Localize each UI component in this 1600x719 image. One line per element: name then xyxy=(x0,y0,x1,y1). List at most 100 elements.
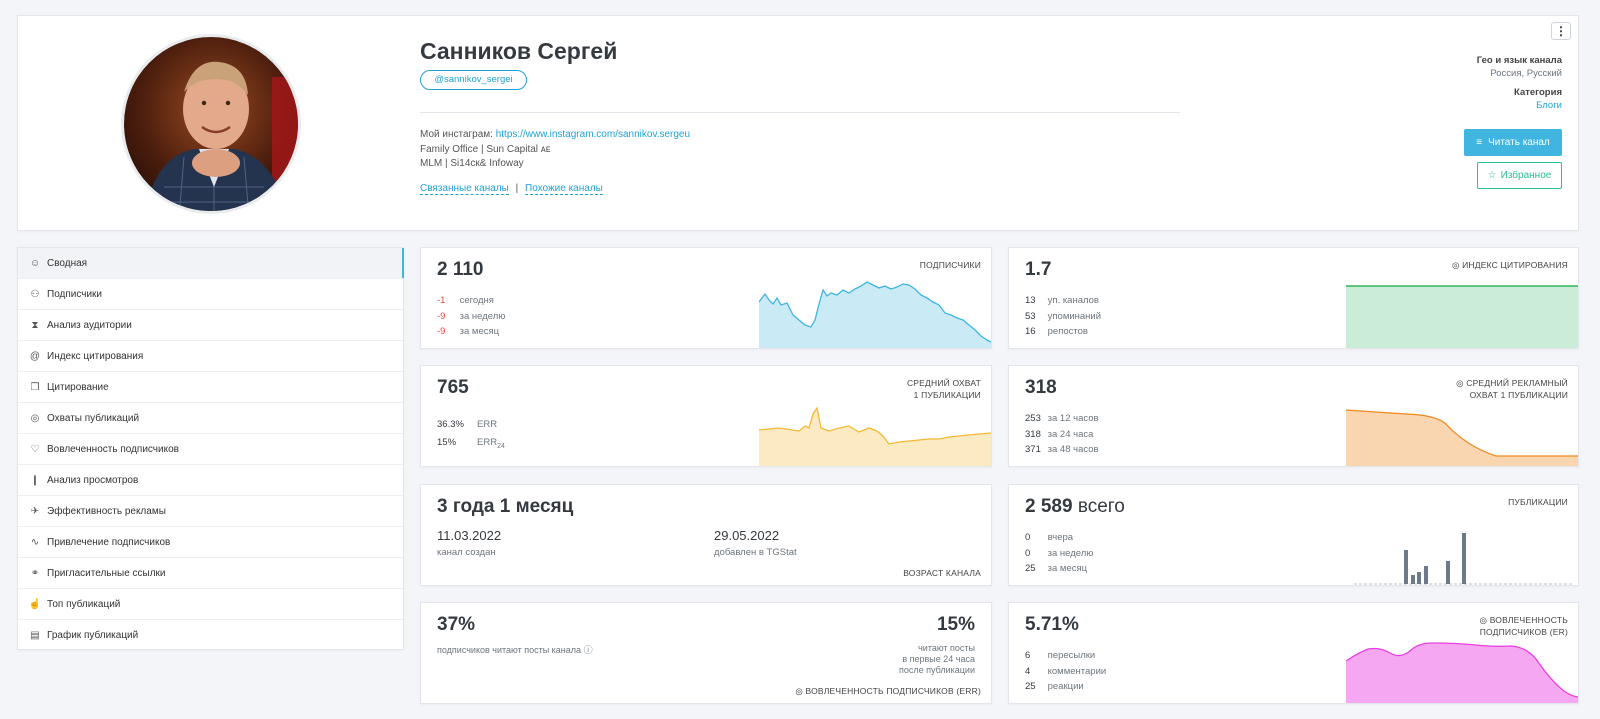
channel-age-card: 3 года 1 месяц 11.03.2022 канал создан 2… xyxy=(420,484,992,586)
sidebar-item-label: Привлечение подписчиков xyxy=(47,536,171,548)
description-line: Мой инстаграм: https://www.instagram.com… xyxy=(420,128,690,143)
er-row: 6 пересылки xyxy=(1025,650,1096,661)
sidebar-item-schedule[interactable]: ▤ График публикаций xyxy=(18,620,403,651)
citation-row: 53 упоминаний xyxy=(1025,310,1102,322)
subscribers-card[interactable]: 2 110 ПОДПИСЧИКИ -1 сегодня -9 за неделю… xyxy=(420,247,992,349)
avg-reach-label: СРЕДНИЙ ОХВАТ 1 ПУБЛИКАЦИИ xyxy=(906,378,981,400)
sidebar-item-label: График публикаций xyxy=(47,630,139,641)
err24-row: 15% ERR24 xyxy=(437,437,505,450)
publications-label: ПУБЛИКАЦИИ xyxy=(1508,497,1568,507)
err-stats: 36.3% ERR 15% ERR24 xyxy=(437,416,505,456)
info-icon: ⓘ xyxy=(583,645,593,655)
eye-icon: ◎ xyxy=(30,412,40,424)
citation-row: 16 репостов xyxy=(1025,326,1088,337)
header-divider xyxy=(420,112,1180,113)
geo-block: Гео и язык канала Россия, Русский xyxy=(1477,54,1562,80)
citation-index-value: 1.7 xyxy=(1025,259,1052,280)
created-date: 11.03.2022 xyxy=(437,528,502,543)
quote-icon: ❒ xyxy=(30,381,40,393)
citation-stats: 13 уп. каналов 53 упоминаний 16 репостов xyxy=(1025,293,1101,340)
channel-age-label: ВОЗРАСТ КАНАЛА xyxy=(903,568,981,578)
sidebar-item-acquisition[interactable]: ∿ Привлечение подписчиков xyxy=(18,527,403,558)
er-stats: 6 пересылки 4 комментарии 25 реакции xyxy=(1025,648,1106,695)
created-label: канал создан xyxy=(437,547,496,558)
ad-reach-label: ◎ СРЕДНИЙ РЕКЛАМНЫЙ ОХВАТ 1 ПУБЛИКАЦИИ xyxy=(1456,378,1568,400)
citation-index-card[interactable]: 1.7 ◎ ИНДЕКС ЦИТИРОВАНИЯ 13 уп. каналов … xyxy=(1008,247,1579,349)
description-line: Family Office | Sun Capital ᴀᴇ xyxy=(420,143,551,155)
channel-avatar xyxy=(121,34,301,214)
trend-icon: ∿ xyxy=(30,536,40,548)
sidebar-item-label: Сводная xyxy=(47,257,88,269)
er-row: 25 реакции xyxy=(1025,681,1084,692)
sidebar-nav: ☺ Сводная ⚇ Подписчики ⧗ Анализ аудитории @… xyxy=(17,247,404,650)
sidebar-item-subscribers[interactable]: ⚇ Подписчики xyxy=(18,279,403,310)
sidebar-item-label: Охваты публикаций xyxy=(47,412,140,424)
category-link[interactable]: Блоги xyxy=(1536,100,1562,111)
er-card[interactable]: 5.71% ◎ ВОВЛЕЧЕННОСТЬ ПОДПИСЧИКОВ (ER) 6 … xyxy=(1008,602,1579,704)
list-icon: ≡ xyxy=(1476,137,1483,148)
geo-label: Гео и язык канала xyxy=(1476,55,1562,66)
category-label: Категория xyxy=(1514,87,1562,98)
err-info-icon: ◎ xyxy=(795,686,803,696)
sidebar-item-label: Топ публикаций xyxy=(47,598,121,610)
users-icon: ⚇ xyxy=(30,288,40,300)
err-caption: подписчиков читают посты канала ⓘ xyxy=(437,645,593,655)
similar-channels-link[interactable]: Похожие каналы xyxy=(525,183,603,195)
read-channel-button[interactable]: ≡ Читать канал xyxy=(1464,129,1562,156)
publications-total-suffix: всего xyxy=(1077,496,1125,517)
ad-reach-info-icon: ◎ xyxy=(1456,378,1464,388)
related-channels-link[interactable]: Связанные каналы xyxy=(420,183,509,195)
publications-bar-chart xyxy=(1354,533,1574,585)
favorite-label: Избранное xyxy=(1500,170,1552,181)
subscribers-count: 2 110 xyxy=(437,259,484,280)
sidebar-item-citations[interactable]: ❒ Цитирование xyxy=(18,372,403,403)
sidebar-item-label: Вовлеченность подписчиков xyxy=(47,443,179,455)
sidebar-item-top-posts[interactable]: ☝ Топ публикаций xyxy=(18,589,403,620)
publications-row: 0 вчера xyxy=(1025,532,1074,543)
change-row: -9 за неделю xyxy=(437,310,506,322)
err24-caption: читают посты в первые 24 часа после публ… xyxy=(899,643,975,675)
channel-header: Санников Сергей @sannikov_sergei Мой инс… xyxy=(17,15,1579,231)
change-row: -9 за месяц xyxy=(437,326,500,337)
favorite-button[interactable]: ☆ Избранное xyxy=(1477,162,1562,189)
err-row: 36.3% ERR xyxy=(437,419,498,430)
sidebar-item-reach[interactable]: ◎ Охваты публикаций xyxy=(18,403,403,434)
er-label: ◎ ВОВЛЕЧЕННОСТЬ ПОДПИСЧИКОВ (ER) xyxy=(1479,615,1568,637)
publications-card[interactable]: 2 589 всего ПУБЛИКАЦИИ 0 вчера 0 за неде… xyxy=(1008,484,1579,586)
sidebar-item-label: Анализ просмотров xyxy=(47,474,139,486)
channel-description: Мой инстаграм: https://www.instagram.com… xyxy=(420,128,690,172)
sidebar-item-label: Цитирование xyxy=(47,381,109,393)
subscribers-sparkline xyxy=(759,281,991,348)
ad-reach-row: 371 за 48 часов xyxy=(1025,444,1099,455)
ad-reach-row: 253 за 12 часов xyxy=(1025,413,1099,424)
sidebar-item-ads[interactable]: ✈ Эффективность рекламы xyxy=(18,496,403,527)
related-links: Связанные каналы | Похожие каналы xyxy=(420,183,603,195)
err-value: 37% xyxy=(437,614,476,635)
er-value: 5.71% xyxy=(1025,614,1079,635)
sidebar-item-citation-index[interactable]: @ Индекс цитирования xyxy=(18,341,403,372)
avg-reach-sparkline xyxy=(759,406,991,466)
username-badge[interactable]: @sannikov_sergei xyxy=(420,70,527,90)
ad-reach-card[interactable]: 318 ◎ СРЕДНИЙ РЕКЛАМНЫЙ ОХВАТ 1 ПУБЛИКАЦИ… xyxy=(1008,365,1579,467)
sidebar-item-audience[interactable]: ⧗ Анализ аудитории xyxy=(18,310,403,341)
sidebar-item-label: Пригласительные ссылки xyxy=(47,567,166,579)
err-card[interactable]: 37% подписчиков читают посты канала ⓘ 15… xyxy=(420,602,992,704)
channel-age-value: 3 года 1 месяц xyxy=(437,496,574,517)
sidebar-item-engagement[interactable]: ♡ Вовлеченность подписчиков xyxy=(18,434,403,465)
sidebar-item-label: Эффективность рекламы xyxy=(47,505,166,517)
sidebar-item-label: Индекс цитирования xyxy=(47,350,144,362)
sidebar-item-invite-links[interactable]: ⚭ Пригласительные ссылки xyxy=(18,558,403,589)
subscribers-label: ПОДПИСЧИКИ xyxy=(919,260,981,270)
description-line: MLM | Si14ск& Infoway xyxy=(420,158,524,169)
added-date: 29.05.2022 xyxy=(714,528,780,543)
avg-reach-card[interactable]: 765 СРЕДНИЙ ОХВАТ 1 ПУБЛИКАЦИИ 36.3% ERR 1… xyxy=(420,365,992,467)
instagram-link[interactable]: https://www.instagram.com/sannikov.serge… xyxy=(495,129,691,140)
channel-title: Санников Сергей xyxy=(420,38,618,64)
more-menu-icon[interactable]: ⋮ xyxy=(1551,22,1571,40)
sidebar-item-summary[interactable]: ☺ Сводная xyxy=(18,248,404,279)
change-row: -1 сегодня xyxy=(437,295,494,306)
calendar-icon: ▤ xyxy=(30,630,40,641)
er-sparkline xyxy=(1346,642,1578,703)
err24-value: 15% xyxy=(936,614,975,635)
sidebar-item-views[interactable]: ❙ Анализ просмотров xyxy=(18,465,403,496)
